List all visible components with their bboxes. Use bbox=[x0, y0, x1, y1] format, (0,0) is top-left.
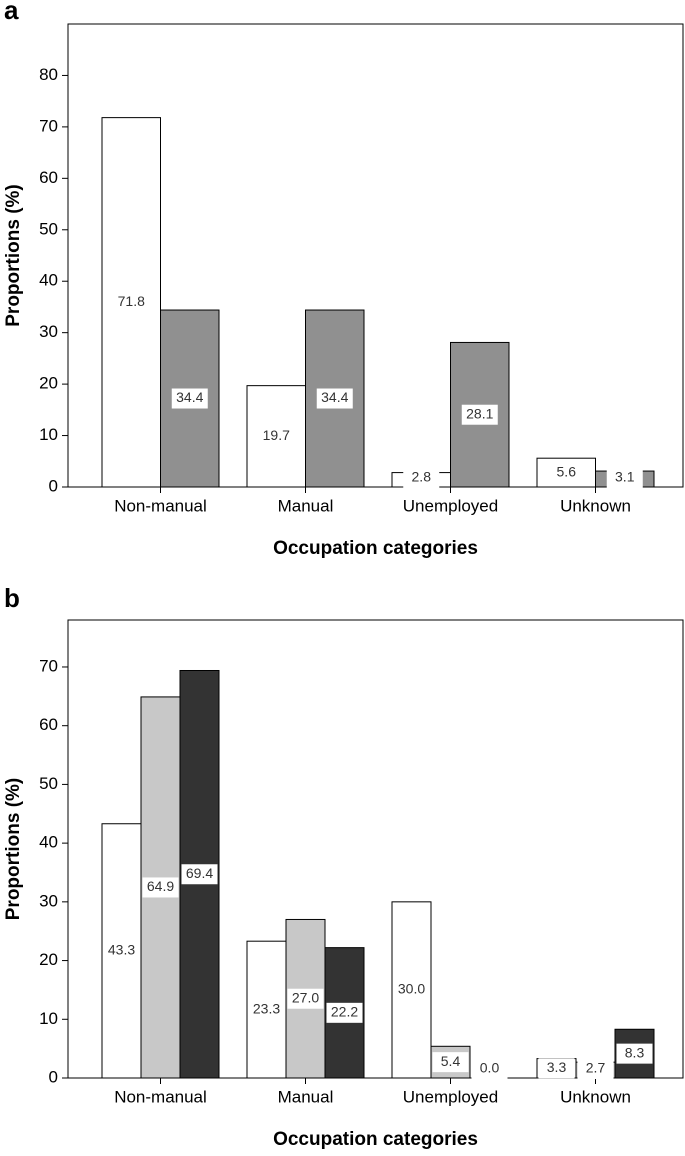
y-tick-label: 70 bbox=[39, 656, 58, 675]
panel-label: b bbox=[4, 583, 20, 613]
y-tick-label: 50 bbox=[39, 219, 58, 238]
value-label: 3.1 bbox=[615, 469, 635, 485]
value-label: 5.6 bbox=[557, 463, 577, 479]
value-label: 43.3 bbox=[108, 942, 135, 958]
value-label: 34.4 bbox=[176, 389, 203, 405]
y-tick-label: 50 bbox=[39, 774, 58, 793]
value-label-bg bbox=[316, 388, 353, 409]
value-label-bg bbox=[142, 877, 179, 898]
value-label-bg bbox=[103, 940, 140, 961]
value-label-bg bbox=[113, 292, 150, 313]
y-axis-title: Proportions (%) bbox=[3, 184, 24, 327]
value-label-bg bbox=[432, 1052, 469, 1073]
value-label-bg bbox=[471, 1059, 508, 1079]
x-tick-label: Non-manual bbox=[114, 496, 207, 515]
y-tick-label: 70 bbox=[39, 116, 58, 135]
plot-frame bbox=[67, 619, 684, 1079]
value-label: 2.7 bbox=[586, 1060, 606, 1076]
value-label-bg bbox=[181, 864, 218, 885]
value-label-bg bbox=[548, 462, 585, 483]
y-tick-label: 30 bbox=[39, 322, 58, 341]
y-tick-label: 20 bbox=[39, 374, 58, 393]
value-label-bg bbox=[461, 404, 498, 425]
value-label: 19.7 bbox=[263, 427, 290, 443]
y-tick-label: 20 bbox=[39, 950, 58, 969]
panel-label: a bbox=[4, 0, 19, 25]
value-label-bg bbox=[577, 1059, 614, 1079]
value-label-bg bbox=[403, 468, 440, 488]
y-tick-label: 80 bbox=[39, 65, 58, 84]
y-tick-label: 0 bbox=[49, 476, 58, 495]
value-label: 22.2 bbox=[331, 1004, 358, 1020]
y-tick-label: 0 bbox=[49, 1067, 58, 1086]
x-tick-label: Manual bbox=[278, 496, 334, 515]
value-label: 69.4 bbox=[186, 865, 213, 881]
value-label-bg bbox=[393, 979, 430, 1000]
x-tick-label: Unemployed bbox=[403, 496, 498, 515]
y-tick-label: 10 bbox=[39, 1009, 58, 1028]
value-label: 30.0 bbox=[398, 981, 425, 997]
value-label: 2.8 bbox=[412, 469, 432, 485]
value-label: 28.1 bbox=[466, 405, 493, 421]
value-label-bg bbox=[287, 988, 324, 1009]
y-tick-label: 30 bbox=[39, 891, 58, 910]
value-label: 71.8 bbox=[118, 293, 145, 309]
x-axis-title: Occupation categories bbox=[273, 538, 478, 559]
x-axis-title: Occupation categories bbox=[273, 1129, 478, 1150]
x-tick-label: Manual bbox=[278, 1087, 334, 1106]
value-label-bg bbox=[606, 468, 643, 488]
value-label-bg bbox=[616, 1043, 653, 1064]
y-tick-label: 40 bbox=[39, 271, 58, 290]
y-tick-label: 60 bbox=[39, 168, 58, 187]
value-label: 3.3 bbox=[547, 1059, 567, 1075]
y-tick-label: 60 bbox=[39, 715, 58, 734]
x-tick-label: Unknown bbox=[560, 496, 631, 515]
value-label: 34.4 bbox=[321, 389, 348, 405]
value-label-bg bbox=[538, 1058, 575, 1079]
value-label: 27.0 bbox=[292, 989, 319, 1005]
value-label-bg bbox=[248, 999, 285, 1020]
x-tick-label: Non-manual bbox=[114, 1087, 207, 1106]
value-label: 8.3 bbox=[625, 1044, 645, 1060]
value-label-bg bbox=[171, 388, 208, 409]
y-tick-label: 40 bbox=[39, 833, 58, 852]
plot-frame bbox=[67, 23, 684, 488]
y-tick-label: 10 bbox=[39, 425, 58, 444]
value-label-bg bbox=[326, 1002, 363, 1023]
value-label: 0.0 bbox=[480, 1060, 500, 1076]
x-tick-label: Unemployed bbox=[403, 1087, 498, 1106]
value-label: 5.4 bbox=[441, 1053, 461, 1069]
value-label: 23.3 bbox=[253, 1000, 280, 1016]
x-tick-label: Unknown bbox=[560, 1087, 631, 1106]
value-label-bg bbox=[258, 426, 295, 447]
y-axis-title: Proportions (%) bbox=[3, 778, 24, 921]
value-label: 64.9 bbox=[147, 878, 174, 894]
